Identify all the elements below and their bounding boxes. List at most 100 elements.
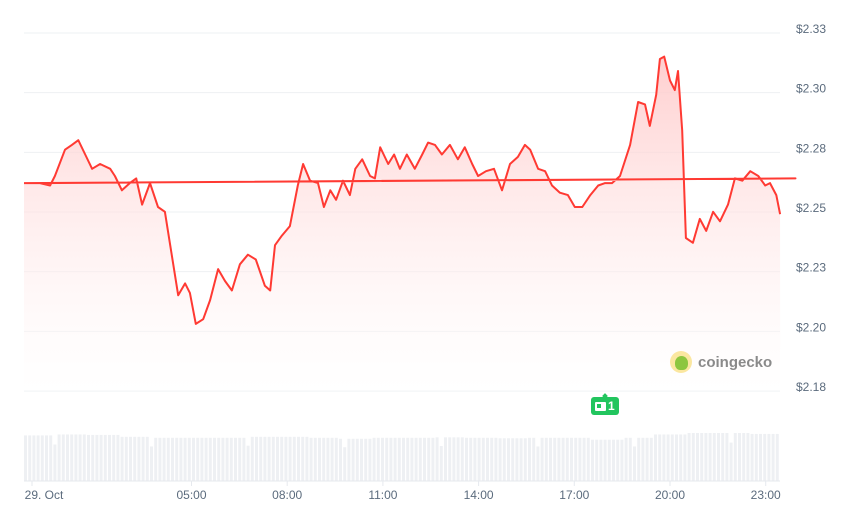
volume-bar <box>721 433 725 481</box>
volume-bar <box>267 436 271 481</box>
volume-bar <box>381 437 384 481</box>
x-tick-label: 11:00 <box>368 488 397 502</box>
volume-bar <box>511 438 515 481</box>
volume-bar <box>45 435 48 481</box>
y-axis: $2.33 $2.30 $2.28 $2.25 $2.23 $2.20 $2.18 <box>796 22 826 394</box>
volume-bar <box>229 437 233 481</box>
volume-bar <box>448 437 452 481</box>
x-tick-label: 08:00 <box>272 488 302 502</box>
volume-bar <box>150 446 153 481</box>
volume-bar <box>553 437 557 481</box>
volume-bar <box>393 437 397 481</box>
volume-bar <box>204 437 208 481</box>
coingecko-watermark: coingecko <box>670 351 772 373</box>
volume-bar <box>32 435 36 481</box>
volume-bar <box>355 438 359 481</box>
volume-bar <box>187 437 191 481</box>
volume-bar <box>162 437 166 481</box>
y-tick-label: $2.20 <box>796 320 826 334</box>
volume-bar <box>129 436 132 481</box>
volume-bar <box>242 437 246 481</box>
news-badge[interactable]: 1 <box>591 397 619 415</box>
y-tick-label: $2.18 <box>796 380 826 394</box>
volume-bar <box>616 439 620 481</box>
volume-bar <box>687 433 691 481</box>
volume-bar <box>95 434 99 481</box>
volume-bar <box>259 436 263 481</box>
volume-bar <box>477 437 481 481</box>
volume-bar <box>183 437 187 481</box>
volume-bar <box>36 435 40 481</box>
volume-bar <box>24 435 27 481</box>
y-tick-label: $2.28 <box>796 141 826 155</box>
volume-bar <box>738 433 741 481</box>
volume-bar <box>544 437 548 481</box>
y-tick-label: $2.25 <box>796 201 826 215</box>
volume-bar <box>481 437 485 481</box>
volume-bar <box>322 437 326 481</box>
volume-bar <box>540 437 544 481</box>
volume-bar <box>263 436 267 481</box>
volume-bar <box>221 437 225 481</box>
volume-bar <box>103 434 107 481</box>
volume-bar <box>649 437 653 481</box>
volume-bar <box>666 434 670 481</box>
volume-bar <box>565 437 569 481</box>
volume-bar <box>767 433 771 481</box>
volume-bar <box>280 436 284 481</box>
volume-bar <box>502 438 506 481</box>
x-tick-label: 17:00 <box>559 488 589 502</box>
volume-bar <box>234 437 237 481</box>
volume-bar <box>87 434 90 481</box>
volume-bar <box>389 437 393 481</box>
news-count: 1 <box>608 399 615 413</box>
volume-bar <box>494 437 498 481</box>
volume-bar <box>624 437 628 481</box>
volume-bar <box>175 437 179 481</box>
volume-bar <box>670 434 674 481</box>
volume-bar <box>347 438 351 481</box>
volume-bar <box>334 437 338 481</box>
volume-bar <box>284 436 288 481</box>
volume-bar <box>456 437 460 481</box>
volume-bar <box>637 437 641 481</box>
volume-bar <box>725 433 729 481</box>
volume-bar <box>28 435 32 481</box>
price-line <box>23 55 797 325</box>
volume-bar <box>271 436 275 481</box>
volume-bar <box>360 438 363 481</box>
coingecko-logo-icon <box>670 351 692 373</box>
volume-bar <box>586 437 590 481</box>
volume-bar <box>61 434 65 481</box>
volume-bar <box>490 437 494 481</box>
volume-bar <box>297 436 300 481</box>
volume-bar <box>431 437 435 481</box>
volume-bar <box>99 434 103 481</box>
volume-bar <box>78 434 82 481</box>
volume-bar <box>561 437 565 481</box>
volume-bar <box>662 434 666 481</box>
watermark-text: coingecko <box>698 353 773 371</box>
volume-bar <box>704 433 708 481</box>
volume-bar <box>729 442 733 481</box>
volume-bar <box>318 437 321 481</box>
volume-bar <box>557 437 561 481</box>
volume-bar <box>469 437 473 481</box>
volume-bar <box>91 434 95 481</box>
volume-bar <box>66 434 69 481</box>
volume-bar <box>549 437 552 481</box>
y-tick-label: $2.30 <box>796 82 826 96</box>
volume-bar <box>444 437 447 481</box>
volume-bar <box>397 437 401 481</box>
volume-bar <box>633 446 636 481</box>
volume-bar <box>465 437 468 481</box>
x-tick-label: 29. Oct <box>25 488 64 502</box>
volume-bar <box>439 446 443 481</box>
x-tick-label: 23:00 <box>751 488 781 502</box>
volume-bar <box>250 436 254 481</box>
volume-bar <box>339 438 342 481</box>
volume-bar <box>124 436 128 481</box>
volume-bar <box>305 436 309 481</box>
volume-bar <box>276 436 279 481</box>
